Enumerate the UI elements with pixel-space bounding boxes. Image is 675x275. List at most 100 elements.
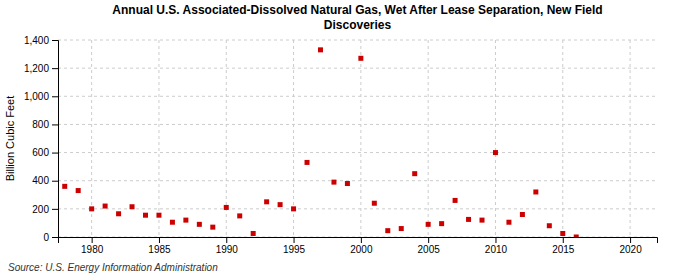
point: [345, 181, 350, 186]
y-tick-mark: [52, 40, 58, 41]
grid-line-y: [58, 152, 657, 153]
point: [264, 199, 269, 204]
x-tick: 1995: [283, 237, 306, 255]
x-tick-mark: [630, 237, 631, 243]
grid-line-x: [360, 40, 361, 237]
point: [533, 189, 538, 194]
points: [62, 47, 579, 237]
grid-line-x: [495, 40, 496, 237]
point: [506, 220, 511, 225]
title-line: Annual U.S. Associated-Dissolved Natural…: [112, 3, 602, 17]
grid-line-y: [58, 180, 657, 181]
y-tick-label: 200: [32, 204, 49, 215]
x-tick-label: 1990: [216, 244, 239, 255]
x-tick-mark: [92, 237, 93, 243]
y-tick-label: 1,400: [24, 35, 49, 46]
x-tick-label: 2000: [350, 244, 373, 255]
grid: [58, 40, 657, 237]
y-tick-label: 1,200: [24, 63, 49, 74]
point: [210, 225, 215, 230]
y-tick-label: 600: [32, 147, 49, 158]
x-axis: 1980 1985 1990 1995 2000 2005 2010 2015 2020: [59, 237, 658, 255]
y-tick-mark: [52, 209, 58, 210]
x-tick: 2015: [552, 237, 575, 255]
x-tick-mark: [294, 237, 295, 243]
point: [318, 47, 323, 52]
y-tick: 800: [32, 119, 58, 130]
x-tick-label: 1980: [81, 244, 104, 255]
x-tick-mark: [159, 237, 160, 243]
point: [76, 188, 81, 193]
y-tick-mark: [52, 181, 58, 182]
point: [480, 218, 485, 223]
point: [399, 226, 404, 231]
point: [466, 217, 471, 222]
y-tick: 1,200: [24, 63, 58, 74]
grid-line-x: [630, 40, 631, 237]
x-tick: 2005: [418, 237, 441, 255]
point: [224, 205, 229, 210]
x-tick-label: 2020: [619, 244, 642, 255]
point: [412, 171, 417, 176]
point: [89, 206, 94, 211]
point: [560, 231, 565, 236]
y-tick-label: 800: [32, 119, 49, 130]
grid-line-y: [58, 96, 657, 97]
y-tick-mark: [52, 96, 58, 97]
grid-line-y: [58, 40, 657, 41]
point: [62, 184, 67, 189]
y-tick-mark: [52, 237, 58, 238]
x-tick-label: 1995: [283, 244, 306, 255]
point: [547, 223, 552, 228]
point: [574, 235, 579, 238]
x-tick: 2020: [619, 237, 642, 255]
point: [520, 212, 525, 217]
point: [426, 222, 431, 227]
y-tick: 200: [32, 204, 58, 215]
x-axis-line: [59, 238, 658, 244]
x-tick-mark: [495, 237, 496, 243]
y-tick-mark: [52, 68, 58, 69]
point: [170, 220, 175, 225]
x-tick-label: 1985: [148, 244, 171, 255]
point: [130, 204, 135, 209]
y-axis-title: Billion Cubic Feet: [4, 96, 16, 182]
point: [439, 221, 444, 226]
y-tick-mark: [52, 153, 58, 154]
point: [291, 206, 296, 211]
y-tick-label: 400: [32, 175, 49, 186]
point: [278, 202, 283, 207]
x-tick-mark: [563, 237, 564, 243]
y-axis-line: [52, 41, 59, 238]
x-tick-mark: [428, 237, 429, 243]
plot-area: 1980 1985 1990 1995 2000 2005 2010 2015 2020 0 200…: [24, 35, 658, 255]
grid-line-y: [58, 68, 657, 69]
y-tick: 0: [43, 232, 58, 243]
title: Annual U.S. Associated-Dissolved Natural…: [112, 3, 602, 32]
y-tick: 1,400: [24, 35, 58, 46]
x-tick-label: 2010: [485, 244, 508, 255]
x-tick-label: 2005: [418, 244, 441, 255]
point: [103, 204, 108, 209]
point: [156, 213, 161, 218]
y-tick-label: 1,000: [24, 91, 49, 102]
point: [116, 211, 121, 216]
y-tick-label: 0: [43, 232, 49, 243]
point: [197, 222, 202, 227]
source: Source: U.S. Energy Information Administ…: [8, 262, 218, 273]
point: [305, 160, 310, 165]
x-tick: 2000: [350, 237, 373, 255]
point: [237, 213, 242, 218]
x-tick-mark: [226, 237, 227, 243]
point: [385, 228, 390, 233]
grid-line-y: [58, 124, 657, 125]
grid-line-x: [158, 40, 159, 237]
point: [453, 198, 458, 203]
x-tick-label: 2015: [552, 244, 575, 255]
title-line: Discoveries: [324, 18, 392, 32]
grid-line-x: [428, 40, 429, 237]
y-axis: 0 200 400 600 800 1,000 1,200 1,400: [24, 35, 59, 243]
point: [183, 218, 188, 223]
y-tick-mark: [52, 124, 58, 125]
x-tick: 1985: [148, 237, 171, 255]
